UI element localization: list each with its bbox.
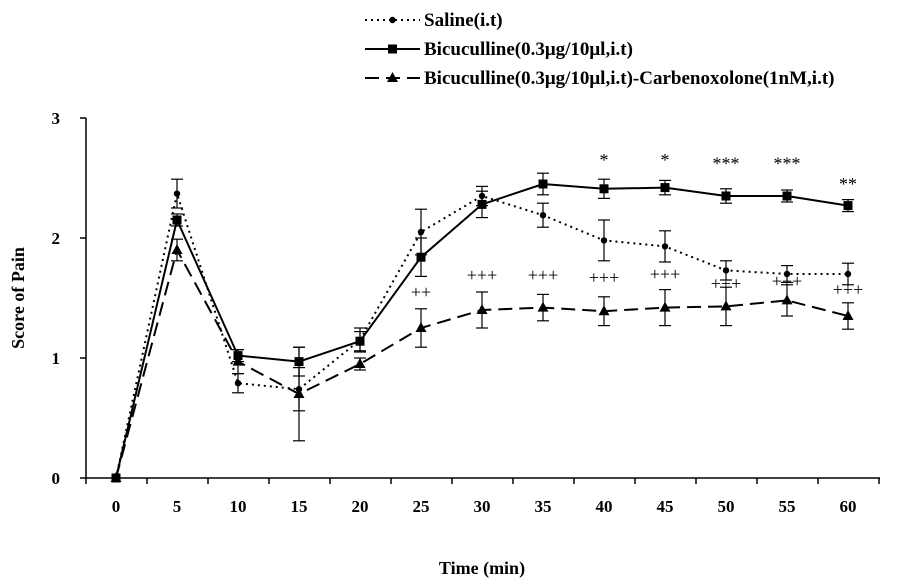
data-point: [354, 358, 366, 368]
significance-label: +++: [772, 271, 802, 291]
x-tick-label: 45: [657, 497, 674, 516]
significance-label: +++: [589, 268, 619, 288]
x-tick-label: 50: [718, 497, 735, 516]
annotations: * * *** *****+++++ +++ +++ +++ +++ +++ +++: [411, 150, 863, 302]
series-line: [115, 189, 848, 479]
data-point: [538, 179, 548, 189]
legend-item-2: Bicuculline(0.3μg/10μl,i.t): [365, 39, 633, 60]
data-point: [476, 304, 488, 314]
data-point: [232, 355, 244, 366]
x-tick-label: 10: [230, 497, 247, 516]
x-tick-label: 55: [779, 497, 796, 516]
data-point: [844, 270, 852, 278]
significance-label: ***: [713, 154, 740, 174]
x-tick-label: 0: [112, 497, 121, 516]
data-point: [659, 301, 671, 312]
significance-label: *: [661, 150, 670, 170]
data-point: [415, 322, 427, 332]
y-tick-label: 3: [52, 109, 61, 128]
x-tick-label: 35: [535, 497, 552, 516]
significance-label: **: [839, 174, 857, 194]
data-point: [477, 199, 487, 209]
data-point: [537, 301, 549, 312]
data-point: [722, 267, 730, 274]
significance-label: +++: [528, 265, 558, 285]
series-3: [110, 238, 854, 482]
data-point: [416, 252, 426, 262]
legend-label: Bicuculline(0.3μg/10μl,i.t)-Carbenoxolon…: [424, 68, 835, 89]
data-point: [661, 243, 669, 250]
data-point: [720, 300, 732, 311]
significance-label: ***: [774, 154, 801, 174]
x-tick-label: 5: [173, 497, 182, 516]
data-point: [721, 191, 731, 201]
data-point: [417, 228, 425, 236]
y-tick-label: 1: [52, 349, 61, 368]
x-tick-label: 15: [291, 497, 308, 516]
data-point: [600, 237, 608, 244]
data-point: [539, 212, 547, 219]
data-point: [599, 184, 609, 194]
series-layer: [110, 172, 854, 483]
y-tick-label: 2: [52, 229, 61, 248]
data-point: [387, 72, 398, 82]
y-tick-label: 0: [52, 469, 61, 488]
data-point: [781, 294, 793, 305]
series-1: [112, 178, 854, 482]
significance-label: +++: [833, 280, 863, 300]
significance-label: +++: [467, 265, 497, 285]
data-point: [293, 388, 305, 398]
x-tick-label: 40: [596, 497, 613, 516]
series-line: [115, 182, 849, 479]
x-tick-label: 25: [413, 497, 430, 516]
significance-label: +++: [711, 274, 741, 294]
significance-label: ++: [411, 282, 431, 302]
data-point: [783, 270, 791, 278]
data-point: [782, 191, 792, 201]
data-point: [598, 305, 610, 316]
data-point: [110, 472, 122, 482]
data-point: [389, 16, 396, 24]
legend-item-1: Saline(i.t): [365, 10, 503, 31]
data-point: [172, 215, 182, 225]
legend: Saline(i.t) Bicuculline(0.3μg/10μl,i.t) Bi…: [365, 10, 835, 89]
x-axis-title: Time (min): [439, 558, 525, 578]
data-point: [388, 44, 397, 54]
data-point: [842, 310, 854, 320]
data-point: [660, 183, 670, 193]
x-tick-label: 60: [840, 497, 857, 516]
data-point: [234, 380, 242, 387]
x-tick-label: 30: [474, 497, 491, 516]
y-axis-title: Score of Pain: [8, 247, 28, 349]
legend-label: Bicuculline(0.3μg/10μl,i.t): [424, 39, 633, 60]
data-point: [843, 201, 853, 211]
data-point: [355, 336, 365, 346]
x-tick-label: 20: [352, 497, 369, 516]
significance-label: *: [600, 150, 609, 170]
significance-label: +++: [650, 264, 680, 284]
data-point: [171, 244, 183, 254]
legend-item-3: Bicuculline(0.3μg/10μl,i.t)-Carbenoxolon…: [365, 68, 835, 89]
legend-label: Saline(i.t): [424, 10, 503, 31]
data-point: [173, 190, 181, 197]
